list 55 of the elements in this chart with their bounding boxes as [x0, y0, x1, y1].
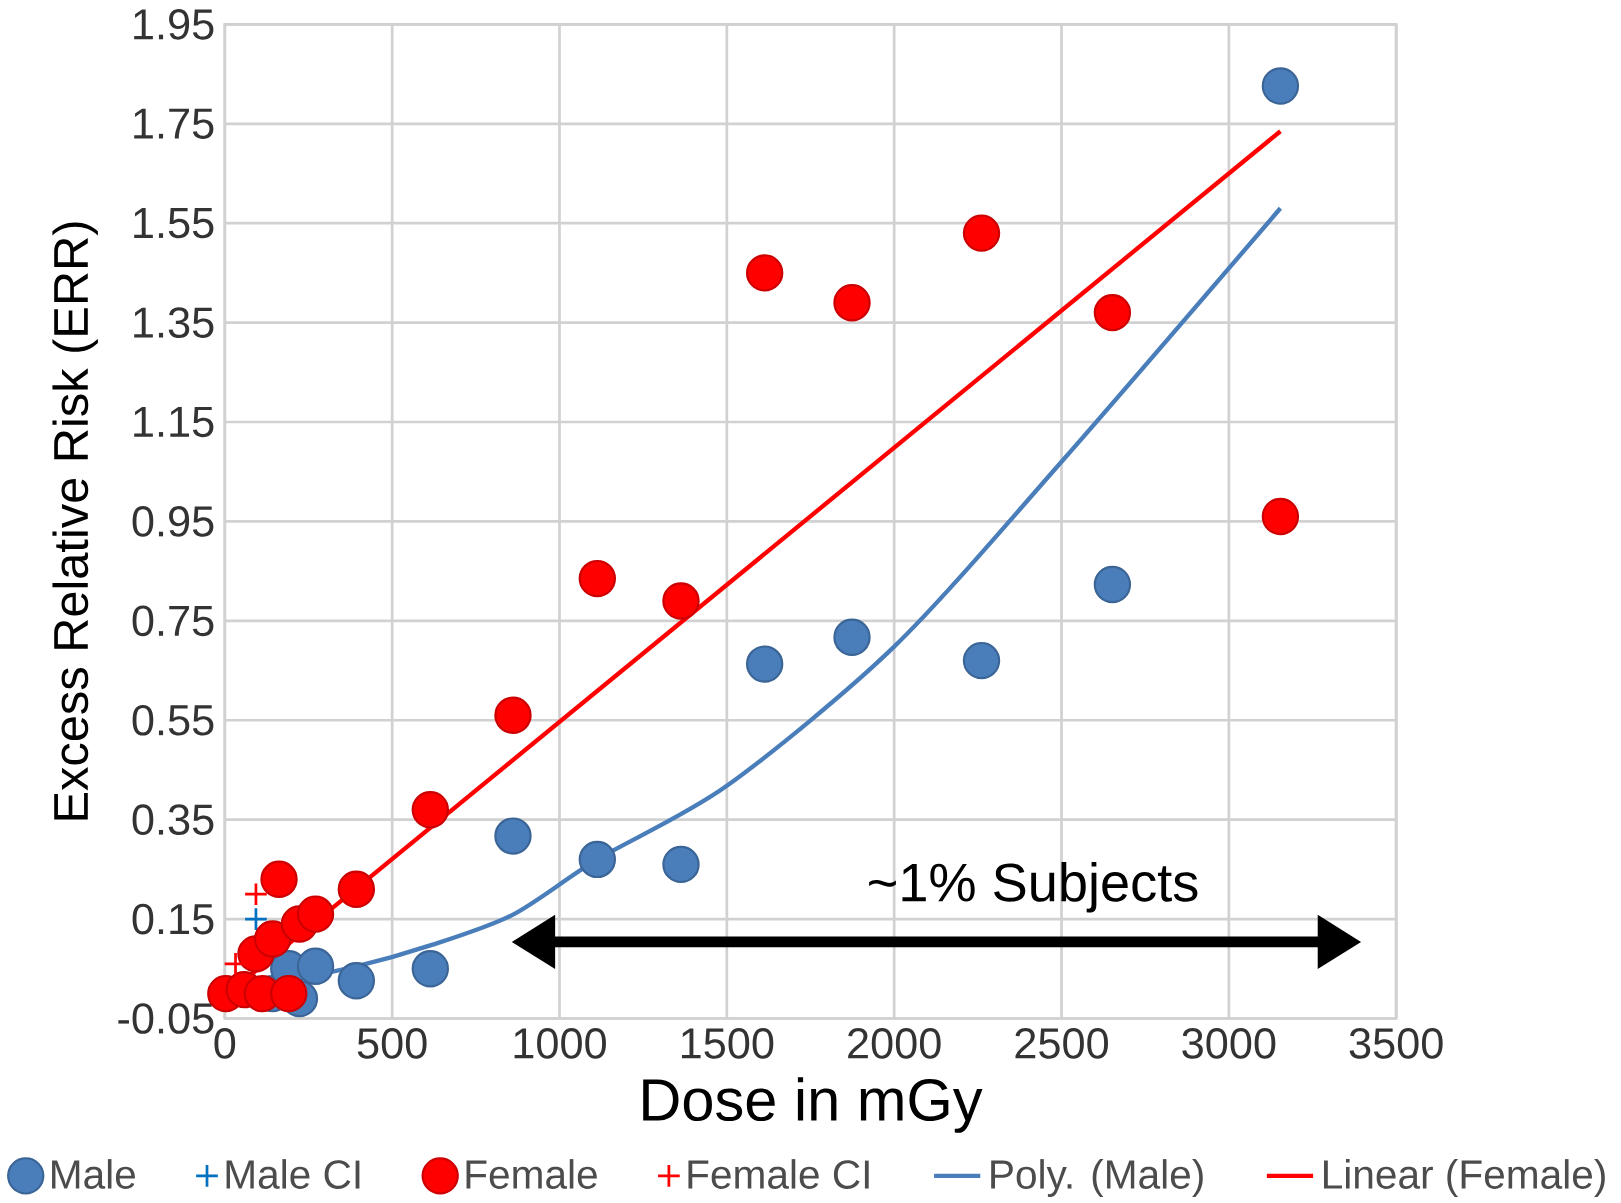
annotation: ~1% Subjects	[869, 861, 1198, 913]
point	[494, 817, 532, 855]
x-tick-label: 1500	[681, 1027, 774, 1059]
point	[833, 283, 871, 322]
x-tick-label: 2000	[848, 1027, 941, 1059]
point	[260, 860, 298, 898]
point	[745, 645, 784, 683]
x-tick-label: 3000	[1182, 1027, 1276, 1059]
point	[337, 961, 376, 1000]
x-tick-label: 3500	[1349, 1027, 1443, 1059]
legend-label: Male	[52, 1158, 135, 1189]
legend-label: Linear (Female)	[1324, 1158, 1605, 1197]
point	[578, 840, 617, 878]
point	[745, 253, 784, 292]
y-tick-label: 0.35	[132, 804, 214, 835]
y-tick-label: 1.75	[134, 108, 214, 139]
point	[270, 974, 308, 1013]
point	[411, 790, 449, 829]
point	[1093, 293, 1132, 332]
point	[578, 559, 617, 598]
point	[833, 618, 871, 656]
legend-label: Male CI	[226, 1158, 360, 1189]
x-tick-label: 0	[214, 1027, 236, 1059]
point	[1093, 565, 1132, 604]
y-tick-label: 0.75	[132, 605, 214, 636]
point	[1261, 67, 1300, 105]
point	[494, 696, 532, 734]
y-tick-label: 0.15	[132, 903, 214, 935]
y-tick-label: 1.15	[134, 406, 214, 437]
point	[662, 582, 700, 620]
legend-label: Female CI	[688, 1158, 869, 1189]
point	[337, 870, 376, 908]
x-tick-label: 1000	[514, 1027, 606, 1059]
x-tick-label: 500	[357, 1027, 427, 1059]
y-tick-label: 0.55	[132, 704, 214, 736]
point	[962, 641, 1001, 680]
x-axis-title: Dose in mGy	[643, 1077, 983, 1133]
point	[662, 845, 700, 883]
y-axis-title: Excess Relative Risk (ERR)	[52, 222, 98, 820]
point	[224, 952, 247, 975]
point	[253, 920, 292, 958]
x-tick-label: 2500	[1015, 1027, 1108, 1059]
point	[296, 895, 335, 933]
y-tick-label: 1.95	[134, 8, 214, 40]
point	[411, 949, 449, 988]
point	[245, 883, 267, 905]
y-tick-label: 1.55	[134, 207, 214, 239]
y-tick-label: 1.35	[134, 307, 214, 338]
y-tick-label: 0.95	[132, 505, 214, 537]
point	[962, 214, 1001, 252]
y-tick-label: -0.05	[118, 1002, 214, 1034]
legend-label: Female	[466, 1158, 597, 1189]
point	[1261, 497, 1300, 535]
point	[296, 947, 335, 985]
legend-label: Poly. (Male)	[991, 1158, 1203, 1197]
